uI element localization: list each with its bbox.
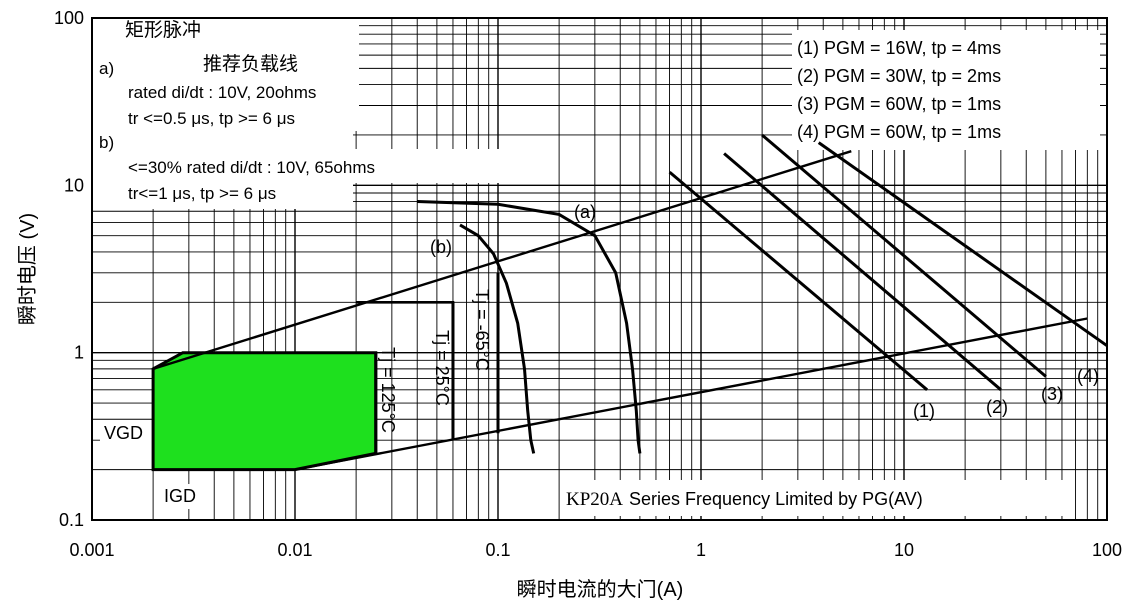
load-curve [417, 200, 642, 454]
lower-load-line [294, 317, 1088, 471]
pgm-line [668, 170, 929, 391]
y-axis-label: 瞬时电压 (V) [16, 213, 39, 325]
igd-panel [160, 484, 210, 509]
legend-entry: (1) PGM = 16W, tp = 4ms [797, 38, 1001, 58]
pgm-line [723, 152, 1002, 391]
x-tick-label: 100 [1092, 540, 1122, 560]
x-axis-label: 瞬时电流的大门(A) [517, 578, 684, 601]
note-recommended-load-line: 推荐负载线 [203, 53, 298, 75]
text-layer: Tj = 125°C Tj = 25°C Tj = -65°C (a) (b) (1) (2… [99, 19, 1099, 510]
pgm-label: (4) [1077, 366, 1099, 386]
lines-layer [152, 133, 1108, 471]
temperature-label: Tj = 25°C [432, 330, 452, 406]
note-load-line-panel [268, 52, 350, 76]
legend-panel [792, 30, 1100, 150]
y-tick-label: 0.1 [59, 510, 84, 530]
ticks-layer: 0.001 0.01 0.1 1 10 100 0.1 1 10 100 瞬时电流的大门(A) 瞬时电… [16, 8, 1122, 601]
vgd-panel [100, 420, 156, 446]
vgd-label: VGD [104, 423, 143, 443]
series-caption-panel [561, 480, 1075, 516]
grid [91, 17, 1108, 521]
y-tick-label: 1 [74, 343, 84, 363]
note-b-line1-panel [261, 149, 511, 183]
igd-label: IGD [164, 486, 196, 506]
legend-entry: (3) PGM = 60W, tp = 1ms [797, 94, 1001, 114]
note-a-line2: tr <=0.5 μs, tp >= 6 μs [128, 109, 295, 128]
note-b-line2: tr<=1 μs, tp >= 6 μs [128, 184, 276, 203]
note-b-marker: b) [99, 133, 114, 152]
note-a-line1: rated di/dt : 10V, 20ohms [128, 83, 316, 102]
x-tick-label: 1 [696, 540, 706, 560]
series-caption: KP20A Series Frequency Limited by PG(AV) [566, 489, 923, 510]
curve-label: (a) [574, 202, 596, 222]
x-tick-label: 0.001 [69, 540, 114, 560]
plot-frame [91, 17, 1108, 521]
pgm-label: (3) [1041, 384, 1063, 404]
upper-load-line [152, 150, 852, 371]
temperature-label: Tj = -65°C [472, 289, 492, 371]
x-tick-label: 10 [894, 540, 914, 560]
legend-entry: (4) PGM = 60W, tp = 1ms [797, 122, 1001, 142]
x-tick-label: 0.01 [277, 540, 312, 560]
series-caption-rest: Series Frequency Limited by PG(AV) [629, 489, 923, 509]
x-tick-label: 0.1 [485, 540, 510, 560]
series-caption-model: KP20A [566, 489, 623, 510]
gate-trigger-region [151, 351, 378, 472]
note-rect-pulse: 矩形脉冲 [125, 19, 201, 41]
pgm-line [761, 133, 1047, 378]
pgm-line [817, 141, 1108, 347]
temperature-label: Tj = 125°C [378, 347, 398, 433]
legend-entry: (2) PGM = 30W, tp = 2ms [797, 66, 1001, 86]
load-curve [459, 223, 536, 454]
curve-label: (b) [430, 237, 452, 257]
pgm-label: (2) [986, 397, 1008, 417]
y-tick-label: 10 [64, 175, 84, 195]
region-layer [151, 351, 378, 472]
note-a-marker: a) [99, 59, 114, 78]
pgm-label: (1) [913, 401, 935, 421]
note-b-line1: <=30% rated di/dt : 10V, 65ohms [128, 158, 375, 177]
y-tick-label: 100 [54, 8, 84, 28]
